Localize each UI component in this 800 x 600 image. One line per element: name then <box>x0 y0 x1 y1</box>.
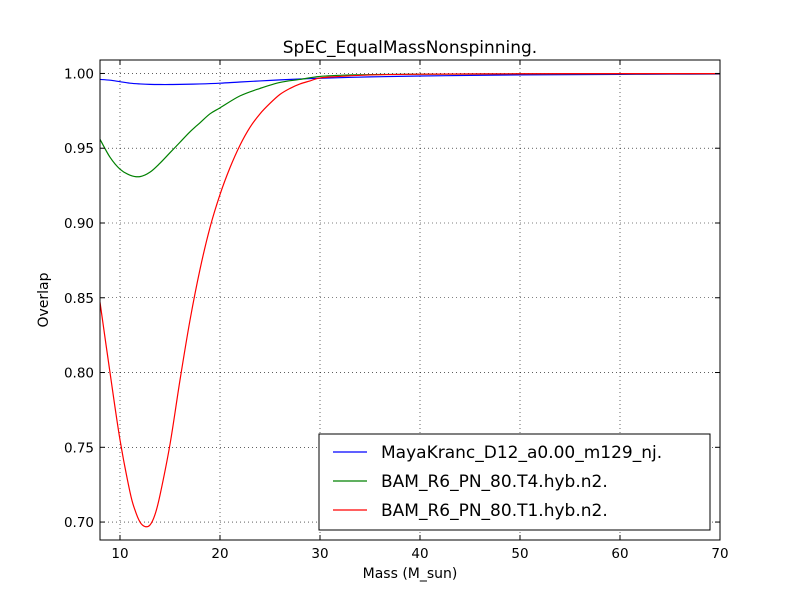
axis-ticks: 10 20 30 40 50 60 70 0.70 0.75 0.80 0.85 0.90 0.95 1.… <box>64 60 729 562</box>
x-tick-label: 50 <box>511 546 528 562</box>
y-tick-label: 1.00 <box>64 66 94 82</box>
x-tick-label: 30 <box>311 546 328 562</box>
x-tick-label: 20 <box>211 546 228 562</box>
legend-label-1: BAM_R6_PN_80.T4.hyb.n2. <box>381 472 608 492</box>
series-line-0 <box>100 73 720 86</box>
chart-title: SpEC_EqualMassNonspinning. <box>283 38 537 58</box>
legend-box <box>318 433 711 531</box>
y-tick-label: 0.95 <box>64 141 94 157</box>
x-tick-label: 60 <box>611 546 628 562</box>
series-line-2 <box>100 72 720 528</box>
y-axis-label: Overlap <box>36 272 52 327</box>
legend-label-2: BAM_R6_PN_80.T1.hyb.n2. <box>381 501 608 521</box>
x-tick-label: 10 <box>111 546 128 562</box>
y-tick-label: 0.85 <box>64 291 94 307</box>
x-axis-label: Mass (M_sun) <box>363 566 458 582</box>
y-tick-label: 0.90 <box>64 216 94 232</box>
series-group <box>100 72 720 528</box>
x-tick-label: 70 <box>711 546 728 562</box>
x-tick-label: 40 <box>411 546 428 562</box>
y-tick-label: 0.80 <box>64 366 94 382</box>
legend-label-0: MayaKranc_D12_a0.00_m129_nj. <box>381 443 662 463</box>
y-tick-label: 0.70 <box>64 515 94 531</box>
legend: MayaKranc_D12_a0.00_m129_nj. BAM_R6_PN_80… <box>318 433 711 531</box>
plot-frame <box>99 59 721 541</box>
y-tick-label: 0.75 <box>64 440 94 456</box>
